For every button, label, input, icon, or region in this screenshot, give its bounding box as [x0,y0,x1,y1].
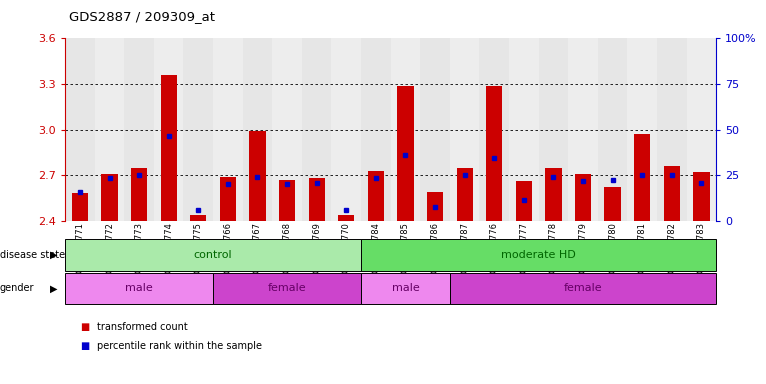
Bar [279,180,295,221]
Bar [391,38,421,221]
Bar [486,86,502,221]
Bar [361,38,391,221]
Bar [161,75,177,221]
Text: ▶: ▶ [50,283,57,293]
Bar [597,38,627,221]
Text: ▶: ▶ [50,250,57,260]
Bar [421,38,450,221]
Bar [154,38,184,221]
Bar [457,167,473,221]
Bar [213,38,243,221]
Bar [516,181,532,221]
Bar [450,38,480,221]
Bar [545,167,561,221]
Text: percentile rank within the sample: percentile rank within the sample [97,341,262,351]
Text: moderate HD: moderate HD [501,250,576,260]
Text: control: control [194,250,232,260]
Bar [65,38,95,221]
Text: female: female [268,283,306,293]
Bar [427,192,444,221]
Bar [309,178,325,221]
Bar [686,38,716,221]
Bar [657,38,686,221]
Bar [480,38,509,221]
Bar [663,166,680,221]
Text: male: male [391,283,419,293]
Text: female: female [564,283,602,293]
Bar [72,194,88,221]
Bar [634,134,650,221]
Text: gender: gender [0,283,34,293]
Bar [693,172,709,221]
Bar [302,38,332,221]
Bar [95,38,124,221]
Bar [101,174,118,221]
Bar [575,174,591,221]
Text: ■: ■ [80,341,90,351]
Bar [509,38,538,221]
Bar [627,38,657,221]
Bar [184,38,213,221]
Bar [250,131,266,221]
Bar [368,170,384,221]
Bar [220,177,236,221]
Bar [604,187,620,221]
Bar [338,215,355,221]
Text: GDS2887 / 209309_at: GDS2887 / 209309_at [69,10,215,23]
Text: transformed count: transformed count [97,322,188,332]
Bar [124,38,154,221]
Text: ■: ■ [80,322,90,332]
Bar [568,38,597,221]
Bar [131,167,147,221]
Bar [190,215,206,221]
Text: male: male [125,283,153,293]
Text: disease state: disease state [0,250,65,260]
Bar [272,38,302,221]
Bar [398,86,414,221]
Bar [332,38,361,221]
Bar [538,38,568,221]
Bar [243,38,272,221]
